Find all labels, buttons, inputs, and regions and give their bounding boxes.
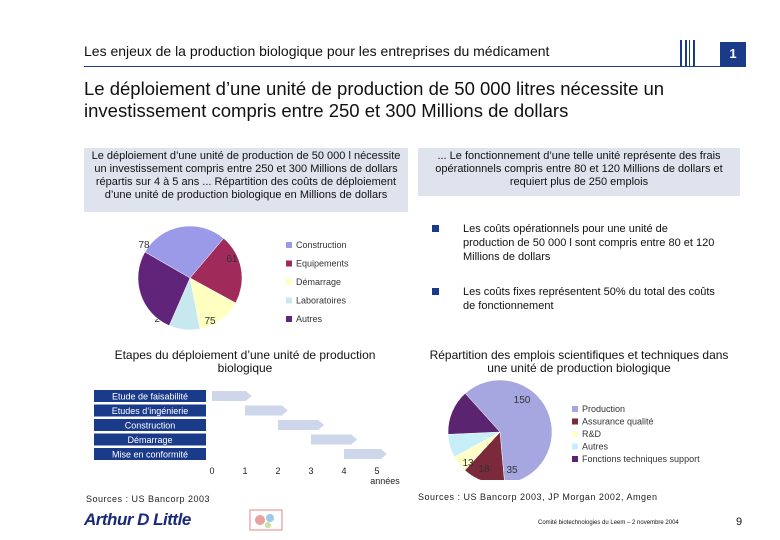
right-panel-heading: ... Le fonctionnement d’une telle unité … <box>418 148 740 196</box>
gantt-bar <box>311 434 358 445</box>
gantt-tick-label: 5 <box>374 466 379 476</box>
gantt-chart: Etude de faisabilité Etudes d’ingénierie C… <box>94 390 400 486</box>
gantt-row-label-box <box>94 404 206 417</box>
bullet-text: Les coûts opérationnels pour une unité d… <box>463 223 715 263</box>
employment-pie-legend-label: Fonctions techniques support <box>582 454 700 464</box>
employment-pie-legend-label: R&D <box>582 429 602 439</box>
gantt-row-label: Mise en conformité <box>112 450 188 460</box>
cost-pie-value-label: 75 <box>204 316 216 327</box>
employment-pie-legend-swatch <box>572 431 578 437</box>
gantt-bar <box>278 420 325 430</box>
gantt-row-label: Construction <box>125 421 176 431</box>
arthur-d-little-logo: Arthur D Little <box>84 510 191 529</box>
cost-pie-slice <box>144 225 224 279</box>
employment-chart-title: Répartition des emplois scientifiques et… <box>429 348 729 375</box>
bullet-square-icon <box>432 288 439 295</box>
cost-pie-slice <box>137 251 191 326</box>
gantt-row-label: Etude de faisabilité <box>112 392 188 402</box>
employment-pie-value-label: 13 <box>462 458 474 469</box>
cost-pie-legend-label: Equipements <box>296 259 349 269</box>
cost-pie-slice <box>189 237 243 304</box>
gantt-bar <box>212 391 252 401</box>
cost-pie-chart: 7861392775ConstructionEquipementsDémarra… <box>137 225 349 331</box>
employment-pie-chart: 15033131835ProductionAssurance qualitéR&… <box>447 380 700 480</box>
cost-pie-legend-label: Construction <box>296 240 347 250</box>
bullet-square-icon <box>432 225 439 232</box>
header-divider <box>84 66 746 67</box>
cost-pie-legend-swatch <box>286 297 292 304</box>
leem-logo-icon <box>249 509 283 531</box>
cost-pie-legend-swatch <box>286 260 292 267</box>
gantt-row-label-box <box>94 448 206 460</box>
employment-pie-legend-label: Autres <box>582 442 609 452</box>
source-note-right: Sources : US Bancorp 2003, JP Morgan 200… <box>418 492 658 502</box>
page-number: 9 <box>736 516 743 528</box>
employment-pie-value-label: 35 <box>506 465 518 476</box>
employment-pie-legend-label: Production <box>582 404 625 414</box>
footer-note: Comité biotechnologies du Leem – 2 novem… <box>538 520 679 526</box>
gantt-tick-label: 4 <box>341 466 346 476</box>
bullet-text: Les coûts fixes représentent 50% du tota… <box>463 286 715 312</box>
employment-pie-legend-swatch <box>572 456 578 462</box>
employment-pie-legend-swatch <box>572 443 578 450</box>
employment-pie-slice <box>464 380 553 480</box>
cost-pie-legend-label: Autres <box>296 314 323 324</box>
gantt-tick-label: 2 <box>275 466 280 476</box>
left-panel-heading: Le déploiement d’une unité de production… <box>84 148 408 212</box>
employment-pie-legend-label: Assurance qualité <box>582 417 654 427</box>
gantt-row-label: Etudes d’ingénierie <box>112 406 189 416</box>
gantt-bar <box>344 449 387 459</box>
gantt-tick-label: 0 <box>209 466 214 476</box>
gantt-row-label-box <box>94 433 206 446</box>
cost-pie-legend-swatch <box>286 316 292 322</box>
source-note-left: Sources : US Bancorp 2003 <box>86 494 211 504</box>
gantt-row-label: Démarrage <box>127 435 172 445</box>
slide-headline: Le déploiement d’une unité de production… <box>84 78 665 121</box>
section-number-badge: 1 <box>720 42 746 66</box>
header-bars-decoration <box>680 40 698 66</box>
gantt-row-label-box <box>94 419 206 431</box>
gantt-tick-label: 3 <box>308 466 313 476</box>
cost-pie-legend-swatch <box>286 279 292 285</box>
employment-pie-slice <box>447 393 501 435</box>
cost-pie-value-label: 78 <box>138 240 150 251</box>
page-header-title: Les enjeux de la production biologique p… <box>84 43 550 59</box>
employment-pie-value-label: 18 <box>478 464 490 475</box>
cost-pie-legend-label: Laboratoires <box>296 296 347 306</box>
gantt-axis-label: années <box>370 476 400 486</box>
gantt-title: Etapes du déploiement d’une unité de pro… <box>114 348 376 375</box>
gantt-row-label-box <box>94 390 206 402</box>
cost-pie-legend-swatch <box>286 242 292 248</box>
employment-pie-legend-swatch <box>572 406 578 412</box>
employment-pie-legend-swatch <box>572 418 578 425</box>
cost-pie-value-label: 61 <box>226 254 238 265</box>
employment-pie-value-label: 150 <box>514 395 531 406</box>
gantt-bar <box>245 405 288 416</box>
gantt-tick-label: 1 <box>242 466 247 476</box>
cost-pie-legend-label: Démarrage <box>296 277 341 287</box>
